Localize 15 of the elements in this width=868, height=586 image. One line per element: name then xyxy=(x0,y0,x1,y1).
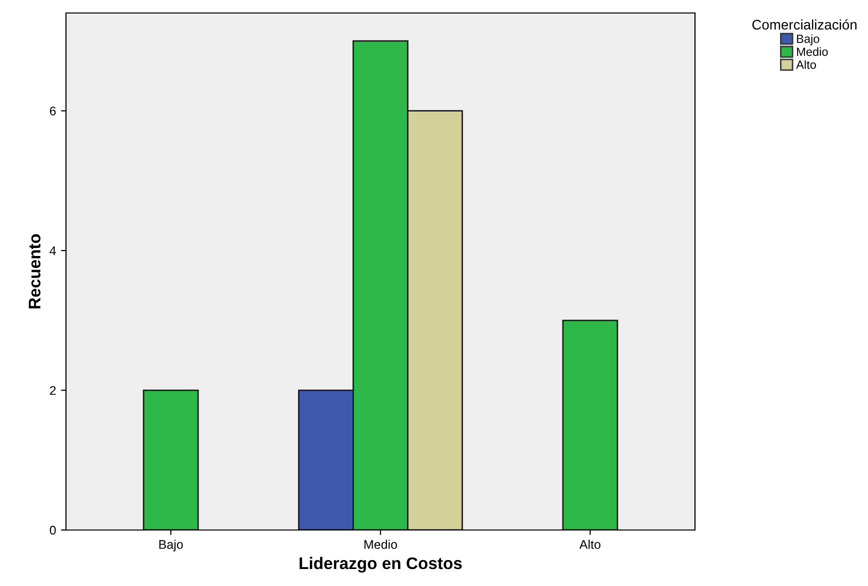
x-tick-label: Bajo xyxy=(159,540,183,552)
legend-label: Bajo xyxy=(797,34,820,46)
legend-title: Comercialización xyxy=(752,19,856,30)
y-tick-label: 0 xyxy=(50,526,56,535)
x-axis-title: Liderazgo en Costos xyxy=(300,556,462,573)
bar xyxy=(562,320,618,530)
bar xyxy=(142,390,199,530)
y-tick-label: 4 xyxy=(50,246,56,256)
x-tick-label: Medio xyxy=(364,540,397,549)
y-tick-label: 6 xyxy=(50,106,56,116)
legend-label: Alto xyxy=(796,60,816,69)
y-tick-label: 2 xyxy=(50,386,56,395)
x-tick-label: Alto xyxy=(579,540,600,549)
legend-label: Medio xyxy=(797,47,828,56)
y-axis-title: Recuento xyxy=(28,234,40,308)
